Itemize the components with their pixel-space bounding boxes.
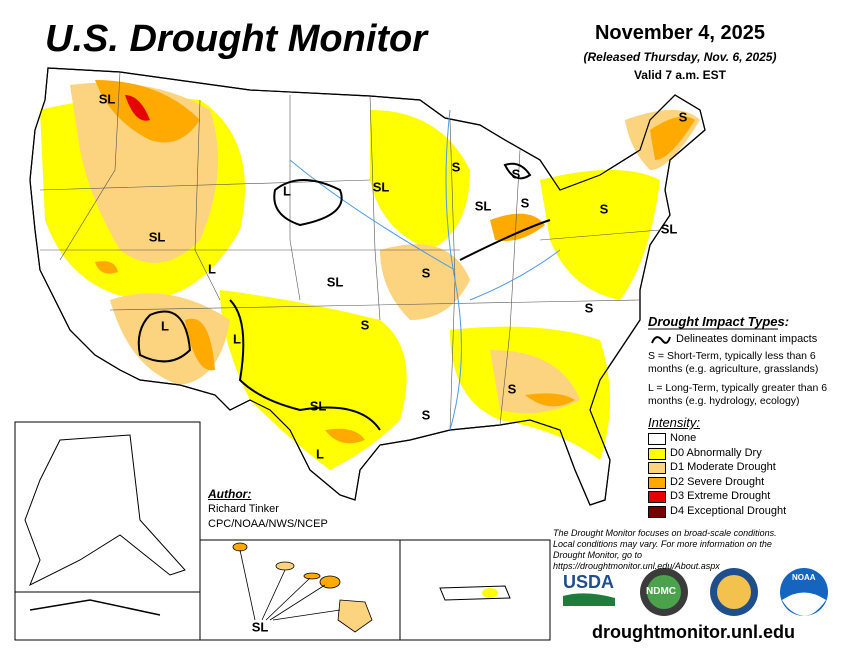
impact-label: SL xyxy=(252,619,269,634)
impact-label: S xyxy=(508,381,517,396)
drought-area xyxy=(220,290,407,470)
short-term: S = Short-Term, typically less than 6 mo… xyxy=(648,350,819,375)
noaa-text: NOAA xyxy=(792,573,816,582)
intensity-label: D1 Moderate Drought xyxy=(670,461,776,473)
intensity-label: D4 Exceptional Drought xyxy=(670,504,787,517)
intensity-swatch xyxy=(648,491,666,503)
impact-label: SL xyxy=(661,221,678,236)
usda-logo xyxy=(563,593,615,606)
disclaimer: The Drought Monitor focuses on broad-sca… xyxy=(553,528,777,571)
impact-label: L xyxy=(316,446,324,461)
impact-label: SL xyxy=(149,229,166,244)
drought-area xyxy=(325,428,365,444)
impact-lines xyxy=(137,162,551,431)
us-outline-edge xyxy=(29,67,706,506)
impact-label: S xyxy=(422,265,431,280)
author-org: CPC/NOAA/NWS/NCEP xyxy=(208,518,328,530)
legend-icons xyxy=(563,328,828,616)
intensity-swatch xyxy=(648,447,666,460)
impact-title: Drought Impact Types: xyxy=(648,314,790,329)
impact-label: S xyxy=(452,159,461,174)
long-term: L = Long-Term, typically greater than 6 … xyxy=(648,382,828,407)
intensity-label: D2 Severe Drought xyxy=(670,475,765,488)
intensity-label: D0 Abnormally Dry xyxy=(670,446,762,459)
impact-label: SL xyxy=(475,198,492,213)
impact-label: L xyxy=(283,183,291,198)
valid: Valid 7 a.m. EST xyxy=(633,68,727,82)
impact-label: S xyxy=(422,407,431,422)
impact-label: SL xyxy=(327,274,344,289)
intensity-label: None xyxy=(670,432,697,444)
puerto-rico xyxy=(439,585,511,601)
drought-area xyxy=(185,318,215,371)
state-lines xyxy=(39,71,661,431)
impact-label: S xyxy=(512,166,521,181)
date: November 4, 2025 xyxy=(594,22,766,44)
rivers xyxy=(289,109,561,431)
drought-area xyxy=(650,116,695,160)
author-name: Richard Tinker xyxy=(208,503,279,515)
impact-label: L xyxy=(208,261,216,276)
drought-area xyxy=(525,393,575,407)
title: U.S. Drought Monitor xyxy=(45,18,428,60)
url: droughtmonitor.unl.edu xyxy=(592,622,795,642)
drought-area xyxy=(125,95,150,121)
impact-label: SL xyxy=(310,398,327,413)
drought-area xyxy=(95,80,200,143)
intensity-swatch xyxy=(648,462,666,474)
impact-label: S xyxy=(679,109,688,124)
ndmc-text: NDMC xyxy=(646,586,676,597)
insets xyxy=(14,421,551,641)
released: (Released Thursday, Nov. 6, 2025) xyxy=(583,50,777,64)
drought-area xyxy=(490,213,545,241)
drought-area xyxy=(370,110,470,250)
usda-text: USDA xyxy=(563,572,615,592)
impact-label: S xyxy=(361,317,370,332)
intensity-swatch xyxy=(648,433,666,445)
author-heading: Author: xyxy=(208,487,252,501)
impact-label: S xyxy=(600,201,609,216)
intensity-swatch xyxy=(648,505,666,518)
impact-label: S xyxy=(585,300,594,315)
impact-label: S xyxy=(521,195,530,210)
impact-label: L xyxy=(161,318,169,333)
impact-label: SL xyxy=(99,91,116,106)
intensity-label: D3 Extreme Drought xyxy=(670,490,771,502)
delineates: Delineates dominant impacts xyxy=(676,333,818,345)
drought-area xyxy=(95,261,118,274)
intensity-swatch xyxy=(648,476,666,489)
alaska xyxy=(24,434,186,587)
intensity-title: Intensity: xyxy=(648,415,701,430)
impact-label: SL xyxy=(373,179,390,194)
drought-area xyxy=(380,244,470,320)
impact-label: L xyxy=(233,331,241,346)
